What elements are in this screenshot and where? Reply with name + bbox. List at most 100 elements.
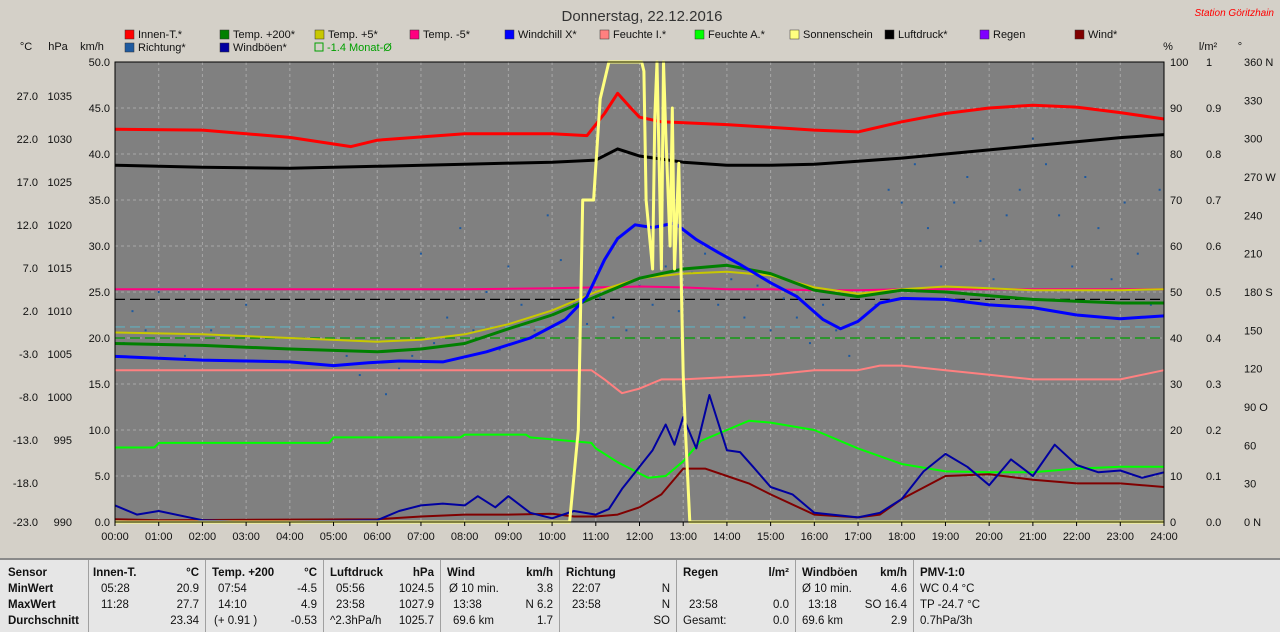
axis-tick-label: 22.0: [17, 134, 38, 146]
axis-tick-label: 20: [1170, 425, 1182, 437]
direction-point: [782, 297, 785, 300]
legend-swatch: [219, 29, 230, 40]
legend-label: Feuchte A.*: [708, 29, 766, 41]
direction-point: [756, 284, 759, 287]
direction-point: [358, 374, 361, 377]
direction-point: [485, 291, 488, 293]
legend-label: -1.4 Monat-Ø: [327, 42, 392, 54]
direction-point: [546, 214, 549, 217]
axis-tick-label: 27.0: [17, 91, 38, 103]
direction-point: [157, 291, 160, 293]
summary-table: Sensor MinWert MaxWert Durchschnitt Inne…: [0, 558, 1280, 632]
summary-value: 27.7: [176, 599, 199, 611]
axis-tick-label: 17.0: [17, 177, 38, 189]
axis-tick-label: 120: [1244, 364, 1262, 376]
legend-swatch: [314, 42, 324, 52]
summary-value: -0.53: [290, 615, 317, 627]
direction-point: [433, 342, 436, 345]
x-tick-label: 11:00: [582, 531, 609, 543]
series-line-windchill-x: [114, 221, 1165, 368]
direction-point: [1110, 278, 1113, 281]
x-tick-label: 20:00: [975, 531, 1003, 543]
summary-value: 23.34: [170, 615, 199, 627]
summary-value: -4.5: [297, 583, 317, 595]
x-tick-label: 21:00: [1019, 531, 1047, 543]
axis-tick-label: 12.0: [17, 220, 38, 232]
legend-swatch: [314, 29, 325, 40]
direction-point: [520, 303, 523, 306]
axis-tick-label: 1010: [48, 306, 72, 318]
axis-tick-label: 90: [1170, 103, 1182, 115]
axis-tick-label: 0.2: [1206, 425, 1221, 437]
direction-point: [1031, 137, 1034, 140]
axis-tick-label: 15.0: [89, 379, 110, 391]
legend-swatch: [789, 29, 800, 40]
legend: Innen-T.* Temp. +200* Temp. +5* Temp. -5* Wi…: [124, 29, 1118, 54]
direction-point: [599, 297, 602, 300]
direction-point: [743, 316, 746, 319]
axis-tick-label: 1015: [48, 263, 72, 275]
direction-point: [979, 239, 982, 242]
axis-tick-label: 0 N: [1244, 517, 1261, 529]
summary-value: 2.9: [891, 615, 907, 627]
direction-point: [808, 342, 811, 345]
x-tick-label: 03:00: [232, 531, 260, 543]
axis-tick-label: 1005: [48, 349, 72, 361]
summary-col-innen: Innen-T. °C 05:28 20.9 11:28 27.7 23.34: [89, 560, 206, 632]
summary-time: 23:58: [336, 599, 365, 611]
x-tick-label: 02:00: [189, 531, 217, 543]
summary-header: Regen: [683, 567, 719, 579]
summary-time: 22:07: [572, 583, 601, 595]
summary-time: 07:54: [218, 583, 247, 595]
legend-label: Windchill X*: [518, 29, 577, 41]
series-line-luftdruck: [114, 133, 1165, 170]
direction-point: [1044, 163, 1047, 166]
summary-value: 0.7hPa/3h: [920, 615, 973, 627]
x-tick-label: 22:00: [1063, 531, 1091, 543]
summary-time: 11:28: [101, 599, 129, 611]
axis-tick-label: -13.0: [13, 435, 38, 447]
axis-tick-label: 30: [1244, 479, 1256, 491]
summary-value: N 6.2: [525, 599, 554, 611]
axis-tick-label: 10.0: [89, 425, 110, 437]
summary-header: Innen-T.: [93, 567, 137, 579]
station-label: Station Göritzhain: [1195, 8, 1275, 19]
axis-tick-label: 25.0: [89, 287, 110, 299]
summary-col-pmv: PMV-1:0 WC 0.4 °C TP -24.7 °C 0.7hPa/3h: [914, 560, 1280, 632]
summary-header: PMV-1:0: [920, 567, 965, 579]
direction-point: [345, 354, 348, 357]
row-label: MaxWert: [8, 599, 56, 611]
summary-value: TP -24.7 °C: [920, 599, 980, 611]
axis-tick-label: 210: [1244, 249, 1262, 261]
axis-tick-label: 10: [1170, 471, 1182, 483]
summary-unit: °C: [304, 567, 317, 579]
summary-col-richtung: Richtung 22:07 N 23:58 N SO: [560, 560, 677, 632]
summary-unit: l/m²: [768, 567, 789, 579]
direction-point: [411, 354, 414, 357]
direction-point: [559, 259, 562, 262]
legend-label: Luftdruck*: [898, 29, 948, 41]
summary-value: N: [661, 599, 670, 611]
direction-point: [1005, 214, 1008, 217]
axis-tick-label: -18.0: [13, 478, 38, 490]
direction-point: [1084, 176, 1087, 178]
summary-header: Wind: [447, 567, 475, 579]
x-tick-label: 13:00: [669, 531, 697, 543]
x-tick-label: 00:00: [101, 531, 129, 543]
x-tick-label: 23:00: [1107, 531, 1135, 543]
axis-tick-label: 50.0: [89, 57, 110, 69]
axis-tick-label: -23.0: [13, 517, 38, 529]
legend-label: Sonnenschein: [803, 29, 873, 41]
summary-col-luftdruck: Luftdruck hPa 05:56 1024.5 23:58 1027.9 …: [324, 560, 441, 632]
x-tick-label: 17:00: [844, 531, 872, 543]
direction-point: [848, 354, 851, 357]
summary-value: 20.9: [176, 583, 199, 595]
x-tick-label: 06:00: [363, 531, 391, 543]
x-tick-label: 16:00: [801, 531, 829, 543]
axis-tick-label: 60: [1170, 241, 1182, 253]
axis-tick-label: 40: [1170, 333, 1182, 345]
summary-value: 4.9: [301, 599, 317, 611]
x-tick-label: 12:00: [626, 531, 654, 543]
direction-point: [704, 252, 707, 255]
direction-point: [183, 354, 186, 357]
